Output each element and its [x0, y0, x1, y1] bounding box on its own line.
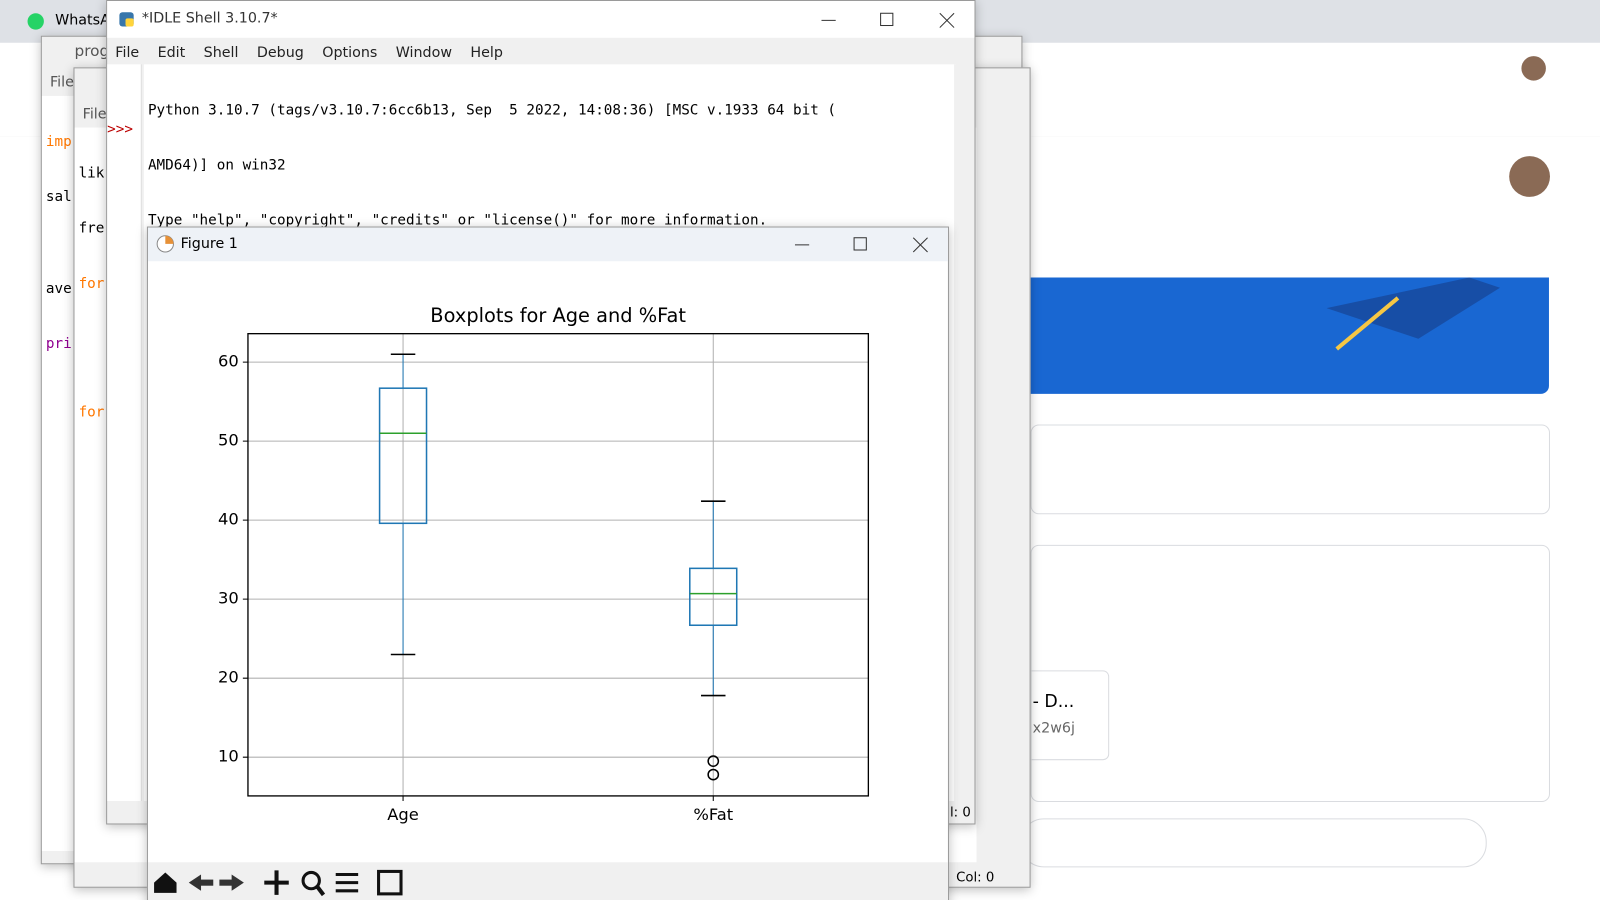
status: l: 0	[949, 805, 971, 821]
window-title: Figure 1	[180, 235, 238, 253]
flier	[707, 768, 720, 781]
y-tick-label: 30	[218, 589, 239, 608]
code-line: for	[78, 275, 105, 292]
menu-item[interactable]: Debug	[256, 44, 304, 62]
avatar[interactable]	[1508, 155, 1551, 198]
code-line: ave	[45, 280, 72, 297]
menu-item[interactable]: Help	[470, 44, 503, 62]
code-line: lik	[78, 165, 105, 182]
toolbar-icons[interactable]	[148, 862, 413, 900]
y-tick-label: 60	[218, 352, 239, 371]
tab-title[interactable]: WhatsA	[55, 12, 110, 29]
status: Col: 0	[956, 870, 995, 886]
code-line: for	[78, 404, 105, 421]
whatsapp-icon	[27, 13, 44, 30]
comment-box[interactable]	[1020, 818, 1487, 868]
scrollbar[interactable]	[954, 64, 973, 802]
box	[378, 387, 428, 525]
attachment-title: - D...	[1032, 691, 1075, 713]
title-bar: *IDLE Shell 3.10.7*	[107, 1, 975, 38]
y-tick-label: 20	[218, 668, 239, 687]
chart: Boxplots for Age and %Fat 10 20 30 40 50 60 Ag…	[218, 304, 870, 824]
menu-item[interactable]: Edit	[157, 44, 186, 62]
menu-item[interactable]: File	[82, 106, 107, 123]
code-line: pri	[45, 335, 72, 353]
menu-bar: File Edit Shell Debug Options Window Help	[115, 42, 521, 61]
card: - D... x2w6j	[1021, 544, 1550, 803]
profile-icon[interactable]	[1520, 55, 1547, 82]
y-tick-label: 10	[218, 747, 239, 766]
prompt-sidebar: >>>	[107, 64, 142, 802]
menu-item[interactable]: File	[49, 74, 74, 91]
menu-item[interactable]: File	[115, 44, 140, 62]
x-tick-label: %Fat	[693, 805, 733, 824]
menu-item[interactable]: Shell	[203, 44, 239, 62]
window-controls[interactable]	[821, 11, 964, 29]
axes-frame	[247, 333, 870, 797]
menu-item[interactable]: Window	[395, 44, 453, 62]
menu-item[interactable]: Options	[322, 44, 378, 62]
window-controls[interactable]	[794, 236, 938, 254]
y-tick-label: 40	[218, 510, 239, 529]
class-banner	[1030, 277, 1549, 394]
toolbar	[147, 862, 948, 900]
shell-line: Type "help", "copyright", "credits" or "…	[147, 212, 768, 229]
code-line: sal	[45, 188, 72, 206]
x-tick-label: Age	[387, 805, 419, 824]
card	[1030, 424, 1550, 515]
prompt: >>>	[107, 121, 133, 138]
figure-window: Figure 1 Boxplots for Age and %Fat 10 20 3…	[146, 226, 949, 900]
code-line: imp	[45, 133, 72, 150]
python-icon	[119, 12, 134, 27]
attachment-sub: x2w6j	[1032, 720, 1075, 737]
attachment[interactable]: - D... x2w6j	[1021, 670, 1110, 761]
window-title: prog	[74, 41, 110, 61]
banner-art	[1326, 277, 1500, 351]
window-title: *IDLE Shell 3.10.7*	[141, 10, 278, 27]
chart-title: Boxplots for Age and %Fat	[430, 304, 686, 327]
figure-icon	[156, 235, 174, 253]
y-tick-label: 50	[218, 431, 239, 450]
box	[689, 567, 738, 627]
code-line: fre	[78, 220, 105, 237]
title-bar: Figure 1	[147, 227, 948, 262]
shell-line: AMD64)] on win32	[147, 157, 286, 174]
flier	[707, 755, 720, 768]
shell-line: Python 3.10.7 (tags/v3.10.7:6cc6b13, Sep…	[147, 102, 837, 119]
